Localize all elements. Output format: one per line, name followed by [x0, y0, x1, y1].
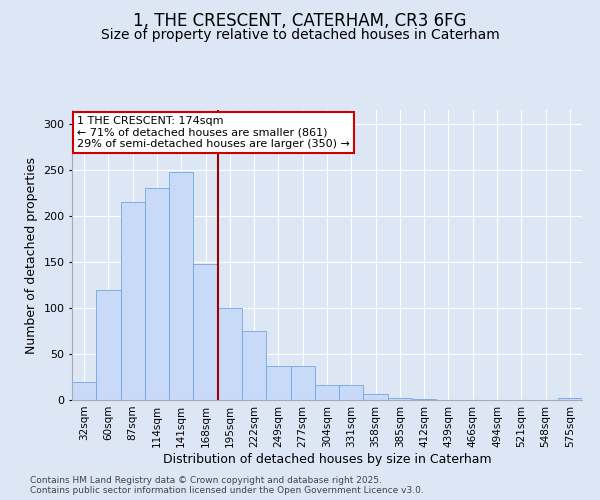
Y-axis label: Number of detached properties: Number of detached properties	[25, 156, 38, 354]
Bar	[218, 308, 242, 400]
Text: Contains HM Land Registry data © Crown copyright and database right 2025.
Contai: Contains HM Land Registry data © Crown c…	[30, 476, 424, 495]
Bar	[121, 202, 145, 400]
Bar	[72, 382, 96, 400]
Text: 1 THE CRESCENT: 174sqm
← 71% of detached houses are smaller (861)
29% of semi-de: 1 THE CRESCENT: 174sqm ← 71% of detached…	[77, 116, 350, 149]
Bar	[96, 290, 121, 400]
Bar	[558, 398, 582, 400]
Bar	[290, 366, 315, 400]
Bar	[266, 366, 290, 400]
Bar	[315, 386, 339, 400]
Bar	[339, 386, 364, 400]
Bar	[388, 398, 412, 400]
Text: 1, THE CRESCENT, CATERHAM, CR3 6FG: 1, THE CRESCENT, CATERHAM, CR3 6FG	[133, 12, 467, 30]
Bar	[412, 399, 436, 400]
Text: Size of property relative to detached houses in Caterham: Size of property relative to detached ho…	[101, 28, 499, 42]
Bar	[145, 188, 169, 400]
Bar	[169, 172, 193, 400]
Bar	[364, 394, 388, 400]
Bar	[242, 331, 266, 400]
Bar	[193, 264, 218, 400]
X-axis label: Distribution of detached houses by size in Caterham: Distribution of detached houses by size …	[163, 452, 491, 466]
